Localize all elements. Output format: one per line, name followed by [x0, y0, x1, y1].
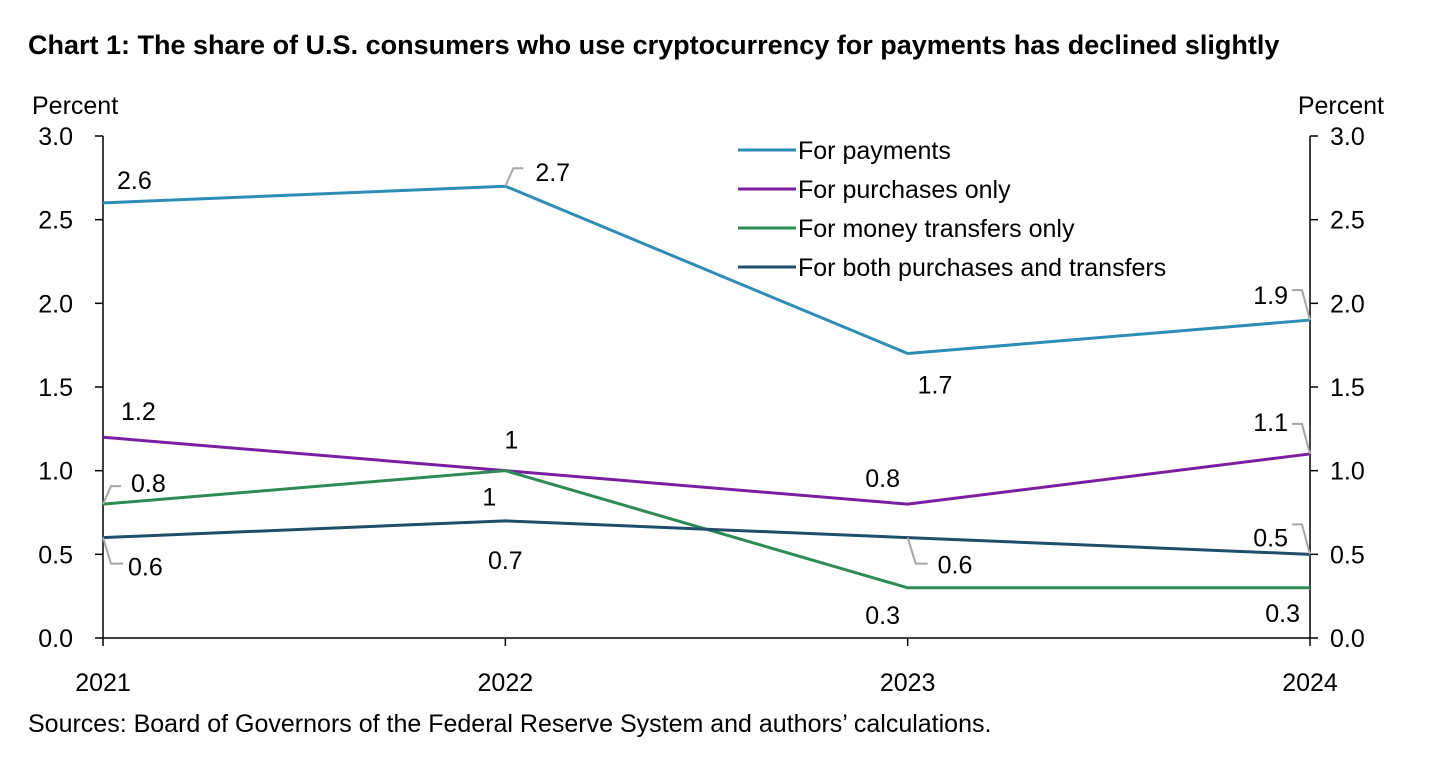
- data-label: 0.8: [131, 470, 166, 498]
- legend-label: For both purchases and transfers: [798, 254, 1166, 282]
- leader-line: [1292, 422, 1311, 455]
- data-label: 0.6: [938, 552, 973, 580]
- y-tick-label-left: 2.5: [38, 207, 73, 235]
- data-label: 2.6: [117, 167, 152, 195]
- y-axis-unit-right: Percent: [1298, 92, 1384, 120]
- data-label: 0.8: [865, 465, 900, 493]
- series-line-1: [102, 184, 1311, 356]
- data-label: 1.1: [1253, 409, 1288, 437]
- leader-line: [102, 537, 123, 565]
- y-tick-label-right: 2.0: [1330, 290, 1365, 318]
- leader-line: [102, 485, 121, 505]
- data-label: 1.7: [918, 372, 953, 400]
- data-label: 0.7: [488, 547, 523, 575]
- data-label: 1: [482, 484, 496, 512]
- series-line-4: [102, 519, 1311, 556]
- legend-label: For payments: [798, 137, 951, 165]
- data-label: 1.9: [1253, 282, 1288, 310]
- y-tick-label-left: 2.0: [38, 290, 73, 318]
- y-tick-label-left: 0.0: [38, 625, 73, 653]
- series-line-2: [102, 435, 1311, 506]
- chart-title: Chart 1: The share of U.S. consumers who…: [28, 30, 1280, 60]
- y-tick-label-right: 0.5: [1330, 541, 1365, 569]
- leader-line: [1292, 289, 1311, 321]
- y-tick-label-right: 1.5: [1330, 374, 1365, 402]
- legend-label: For money transfers only: [798, 215, 1075, 243]
- source-note: Sources: Board of Governors of the Feder…: [28, 710, 992, 738]
- y-tick-label-right: 0.0: [1330, 625, 1365, 653]
- leader-line: [906, 537, 928, 565]
- x-tick-label: 2021: [75, 669, 131, 697]
- y-tick-label-right: 3.0: [1330, 123, 1365, 151]
- x-tick-label: 2022: [478, 669, 534, 697]
- x-tick-label: 2023: [880, 669, 936, 697]
- data-label: 0.3: [865, 602, 900, 630]
- y-tick-label-left: 0.5: [38, 541, 73, 569]
- line-chart: 0.0 0.0 0.5 0.5 1.0 1.0 1.5 1.5 2.0 2.0 2.5 2.5 3.0 3…: [32, 92, 1384, 697]
- x-tick-label: 2024: [1282, 669, 1338, 697]
- data-label: 1.2: [121, 398, 156, 426]
- y-tick-label-right: 1.0: [1330, 458, 1365, 486]
- y-tick-label-left: 1.5: [38, 374, 73, 402]
- data-label: 0.3: [1265, 600, 1300, 628]
- data-label: 0.5: [1253, 524, 1288, 552]
- leader-line: [1292, 523, 1311, 555]
- data-label: 1: [504, 427, 518, 455]
- data-label: 2.7: [535, 159, 570, 187]
- y-axis-unit-left: Percent: [32, 92, 118, 120]
- data-label: 0.6: [128, 554, 163, 582]
- legend-label: For purchases only: [798, 176, 1011, 204]
- y-tick-label-left: 3.0: [38, 123, 73, 151]
- leader-line: [504, 167, 524, 187]
- y-tick-label-right: 2.5: [1330, 207, 1365, 235]
- y-tick-label-left: 1.0: [38, 458, 73, 486]
